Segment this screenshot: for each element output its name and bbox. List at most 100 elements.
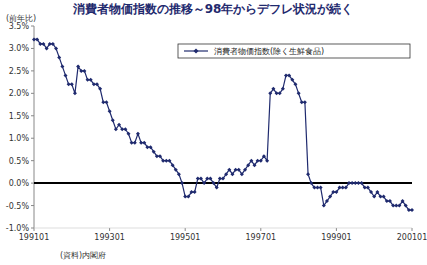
marker [249,159,253,163]
marker [303,100,307,104]
marker [60,64,64,68]
y-tick-label: -0.5% [6,202,30,211]
marker [76,64,80,68]
marker [319,186,323,190]
marker [123,127,127,131]
y-tick-label: 1.5% [9,112,30,121]
marker [382,195,386,199]
marker [193,190,197,194]
marker [167,159,171,163]
marker [89,78,93,82]
marker [227,168,231,172]
y-tick-label: 0.5% [9,157,30,166]
marker [45,46,49,50]
series-line [34,39,412,210]
marker [51,42,55,46]
background [0,0,427,265]
plot-area [32,37,414,212]
marker [117,123,121,127]
marker [325,199,329,203]
y-tick [31,115,34,116]
marker [404,204,408,208]
marker [366,186,370,190]
marker [64,73,68,77]
marker [208,177,212,181]
x-tick [185,228,186,231]
title: 消費者物価指数の推移～98年からデフレ状況が続く [72,2,354,16]
marker [82,69,86,73]
marker [152,150,156,154]
y-axis [34,26,35,228]
x-tick-label: 199701 [246,233,277,242]
marker [322,204,326,208]
x-tick-label: 199301 [94,233,125,242]
marker [401,199,405,203]
marker [215,186,219,190]
marker [253,163,257,167]
source: (資料)内閣府 [60,251,106,260]
marker [108,109,112,113]
y-tick [31,70,34,71]
y-tick-label: 2.5% [9,67,30,76]
marker [54,46,58,50]
marker [372,195,376,199]
marker [221,177,225,181]
y-tick-label: 2.0% [9,89,30,98]
chart: 消費者物価指数の推移～98年からデフレ状況が続く(前年比)-1.0%-0.5%0… [0,0,427,265]
marker [388,199,392,203]
x-axis [34,228,412,229]
legend-label: 消費者物価指数(除く生鮮食品) [214,47,324,56]
marker [199,177,203,181]
marker [98,87,102,91]
marker [142,141,146,145]
marker [149,145,153,149]
y-tick-label: -1.0% [6,224,30,233]
baseline [34,182,412,184]
marker [111,118,115,122]
x-tick [260,228,261,231]
marker [281,87,285,91]
marker [293,82,297,86]
marker [41,42,45,46]
x-tick-label: 199501 [170,233,201,242]
y-tick-label: 3.5% [9,22,30,31]
y-tick [31,48,34,49]
y-tick [31,183,34,184]
marker [224,172,228,176]
y-tick [31,138,34,139]
x-tick-label: 199901 [321,233,352,242]
marker [268,91,272,95]
marker [57,55,61,59]
marker [240,172,244,176]
x-tick [109,228,110,231]
y-tick-label: 1.0% [9,134,30,143]
marker [328,195,332,199]
marker [375,190,379,194]
marker [246,163,250,167]
marker [73,91,77,95]
y-tick [31,205,34,206]
marker [334,190,338,194]
marker [237,168,241,172]
marker [278,91,282,95]
marker [114,127,118,131]
marker [133,141,137,145]
marker [297,91,301,95]
marker [202,181,206,185]
x-tick [336,228,337,231]
legend-box [178,44,410,58]
marker [212,181,216,185]
x-tick [412,228,413,231]
marker [174,168,178,172]
marker [177,172,181,176]
legend-marker [194,49,199,54]
y-tick [31,160,34,161]
marker [309,181,313,185]
marker [287,73,291,77]
marker [70,82,74,86]
marker [410,208,414,212]
marker [127,132,131,136]
marker [306,172,310,176]
marker [104,100,108,104]
y-tick-label: 0.0% [9,179,30,188]
